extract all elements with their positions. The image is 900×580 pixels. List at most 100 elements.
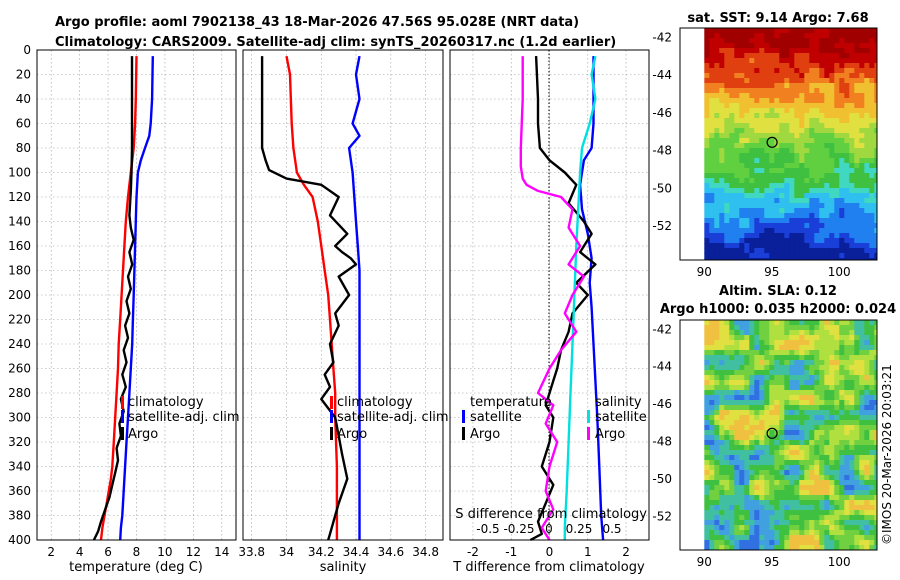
map-cell bbox=[779, 540, 785, 546]
map-cell bbox=[794, 440, 800, 446]
map-cell bbox=[809, 435, 815, 441]
map-cell bbox=[709, 208, 715, 214]
map-cell bbox=[849, 228, 855, 234]
salinity-axes bbox=[242, 49, 444, 541]
map-cell bbox=[809, 375, 815, 381]
map-cell bbox=[744, 133, 750, 139]
sst-map: sat. SST: 9.14 Argo: 7.68 -42-44-46-48-5… bbox=[652, 11, 878, 279]
map-cell bbox=[834, 138, 840, 144]
map-cell bbox=[709, 490, 715, 496]
map-cell bbox=[829, 248, 835, 254]
map-cell bbox=[794, 500, 800, 506]
map-cell bbox=[784, 78, 790, 84]
map-cell bbox=[874, 425, 878, 431]
map-cell bbox=[844, 203, 850, 209]
map-cell bbox=[749, 470, 755, 476]
map-cell bbox=[749, 183, 755, 189]
map-cell bbox=[739, 78, 745, 84]
map-cell bbox=[729, 330, 735, 336]
map-cell bbox=[774, 168, 780, 174]
map-cell bbox=[849, 203, 855, 209]
map-cell bbox=[719, 38, 725, 44]
map-cell bbox=[709, 33, 715, 39]
map-cell bbox=[764, 320, 770, 326]
map-cell bbox=[724, 375, 730, 381]
map-cell bbox=[824, 405, 830, 411]
map-cell bbox=[819, 48, 825, 54]
map-cell bbox=[824, 53, 830, 59]
map-cell bbox=[794, 218, 800, 224]
map-cell bbox=[794, 238, 800, 244]
map-cell bbox=[874, 350, 878, 356]
map-cell bbox=[819, 243, 825, 249]
map-cell bbox=[814, 248, 820, 254]
map-cell bbox=[834, 228, 840, 234]
map-cell bbox=[764, 370, 770, 376]
map-cell bbox=[749, 405, 755, 411]
map-cell bbox=[709, 78, 715, 84]
map-cell bbox=[719, 58, 725, 64]
map-cell bbox=[704, 163, 710, 169]
map-cell bbox=[859, 228, 865, 234]
map-cell bbox=[819, 213, 825, 219]
map-cell bbox=[814, 98, 820, 104]
map-cell bbox=[739, 480, 745, 486]
map-cell bbox=[829, 450, 835, 456]
map-cell bbox=[704, 385, 710, 391]
map-cell bbox=[739, 238, 745, 244]
map-cell bbox=[759, 485, 765, 491]
map-cell bbox=[719, 515, 725, 521]
map-cell bbox=[779, 460, 785, 466]
map-cell bbox=[794, 505, 800, 511]
map-cell bbox=[749, 118, 755, 124]
map-cell bbox=[849, 400, 855, 406]
map-cell bbox=[754, 320, 760, 326]
map-cell bbox=[709, 68, 715, 74]
map-cell bbox=[874, 83, 878, 89]
map-cell bbox=[814, 143, 820, 149]
map-cell bbox=[834, 173, 840, 179]
map-cell bbox=[754, 158, 760, 164]
map-cell bbox=[804, 173, 810, 179]
map-cell bbox=[709, 138, 715, 144]
map-cell bbox=[869, 435, 875, 441]
map-cell bbox=[779, 515, 785, 521]
map-cell bbox=[749, 43, 755, 49]
map-cell bbox=[774, 345, 780, 351]
map-cell bbox=[819, 258, 825, 261]
map-cell bbox=[874, 128, 878, 134]
map-cell bbox=[724, 425, 730, 431]
map-cell bbox=[754, 540, 760, 546]
map-cell bbox=[819, 470, 825, 476]
map-cell bbox=[779, 535, 785, 541]
map-cell bbox=[734, 193, 740, 199]
map-cell bbox=[739, 400, 745, 406]
map-cell bbox=[764, 350, 770, 356]
map-cell bbox=[749, 178, 755, 184]
map-cell bbox=[789, 258, 795, 261]
map-cell bbox=[714, 410, 720, 416]
map-cell bbox=[729, 420, 735, 426]
map-cell bbox=[794, 405, 800, 411]
map-cell bbox=[839, 445, 845, 451]
map-cell bbox=[799, 480, 805, 486]
map-cell bbox=[784, 228, 790, 234]
map-cell bbox=[774, 233, 780, 239]
map-cell bbox=[854, 365, 860, 371]
map-cell bbox=[749, 505, 755, 511]
map-cell bbox=[819, 535, 825, 541]
map-cell bbox=[754, 143, 760, 149]
map-cell bbox=[809, 58, 815, 64]
map-cell bbox=[739, 123, 745, 129]
map-cell bbox=[809, 350, 815, 356]
map-cell bbox=[799, 320, 805, 326]
map-cell bbox=[789, 103, 795, 109]
map-cell bbox=[854, 183, 860, 189]
map-cell bbox=[774, 123, 780, 129]
map-cell bbox=[719, 193, 725, 199]
map-cell bbox=[869, 168, 875, 174]
map-cell bbox=[764, 228, 770, 234]
map-cell bbox=[794, 360, 800, 366]
map-cell bbox=[774, 228, 780, 234]
map-cell bbox=[784, 490, 790, 496]
